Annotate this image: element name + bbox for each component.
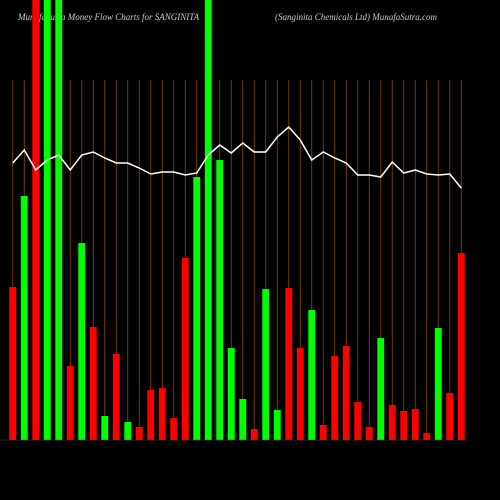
bar <box>319 425 327 440</box>
bar <box>135 427 143 440</box>
bar <box>446 393 454 440</box>
bar <box>55 0 63 440</box>
bar <box>331 356 339 440</box>
bar <box>112 354 120 440</box>
bar <box>400 411 408 440</box>
bar <box>204 0 212 440</box>
bar <box>9 287 17 440</box>
chart-subtitle: (Sanginita Chemicals Ltd) MunafaSutra.co… <box>275 12 437 22</box>
bar <box>250 429 258 440</box>
bar <box>411 409 419 440</box>
bar <box>342 346 350 440</box>
money-flow-line <box>12 125 462 189</box>
bar <box>32 0 40 440</box>
bar <box>147 390 155 440</box>
bar <box>170 418 178 440</box>
bar <box>89 327 97 440</box>
bar <box>388 405 396 440</box>
bar <box>43 0 51 440</box>
bar <box>377 338 385 440</box>
bar <box>66 366 74 440</box>
bar <box>365 427 373 440</box>
bar <box>434 328 442 440</box>
bar <box>78 243 86 440</box>
bar <box>296 348 304 440</box>
bar <box>20 196 28 440</box>
bar <box>158 388 166 440</box>
bar <box>423 433 431 440</box>
bar <box>457 253 465 440</box>
bar <box>124 422 132 440</box>
bar <box>239 399 247 440</box>
bar <box>354 402 362 440</box>
bar <box>193 177 201 440</box>
bar <box>273 410 281 440</box>
chart-title: MunafaSutra Money Flow Charts for SANGIN… <box>17 12 200 22</box>
bar <box>308 310 316 440</box>
bar <box>262 289 270 440</box>
bar <box>216 160 224 440</box>
bar <box>285 288 293 440</box>
bar <box>227 348 235 440</box>
bar <box>101 416 109 440</box>
bar <box>181 258 189 440</box>
